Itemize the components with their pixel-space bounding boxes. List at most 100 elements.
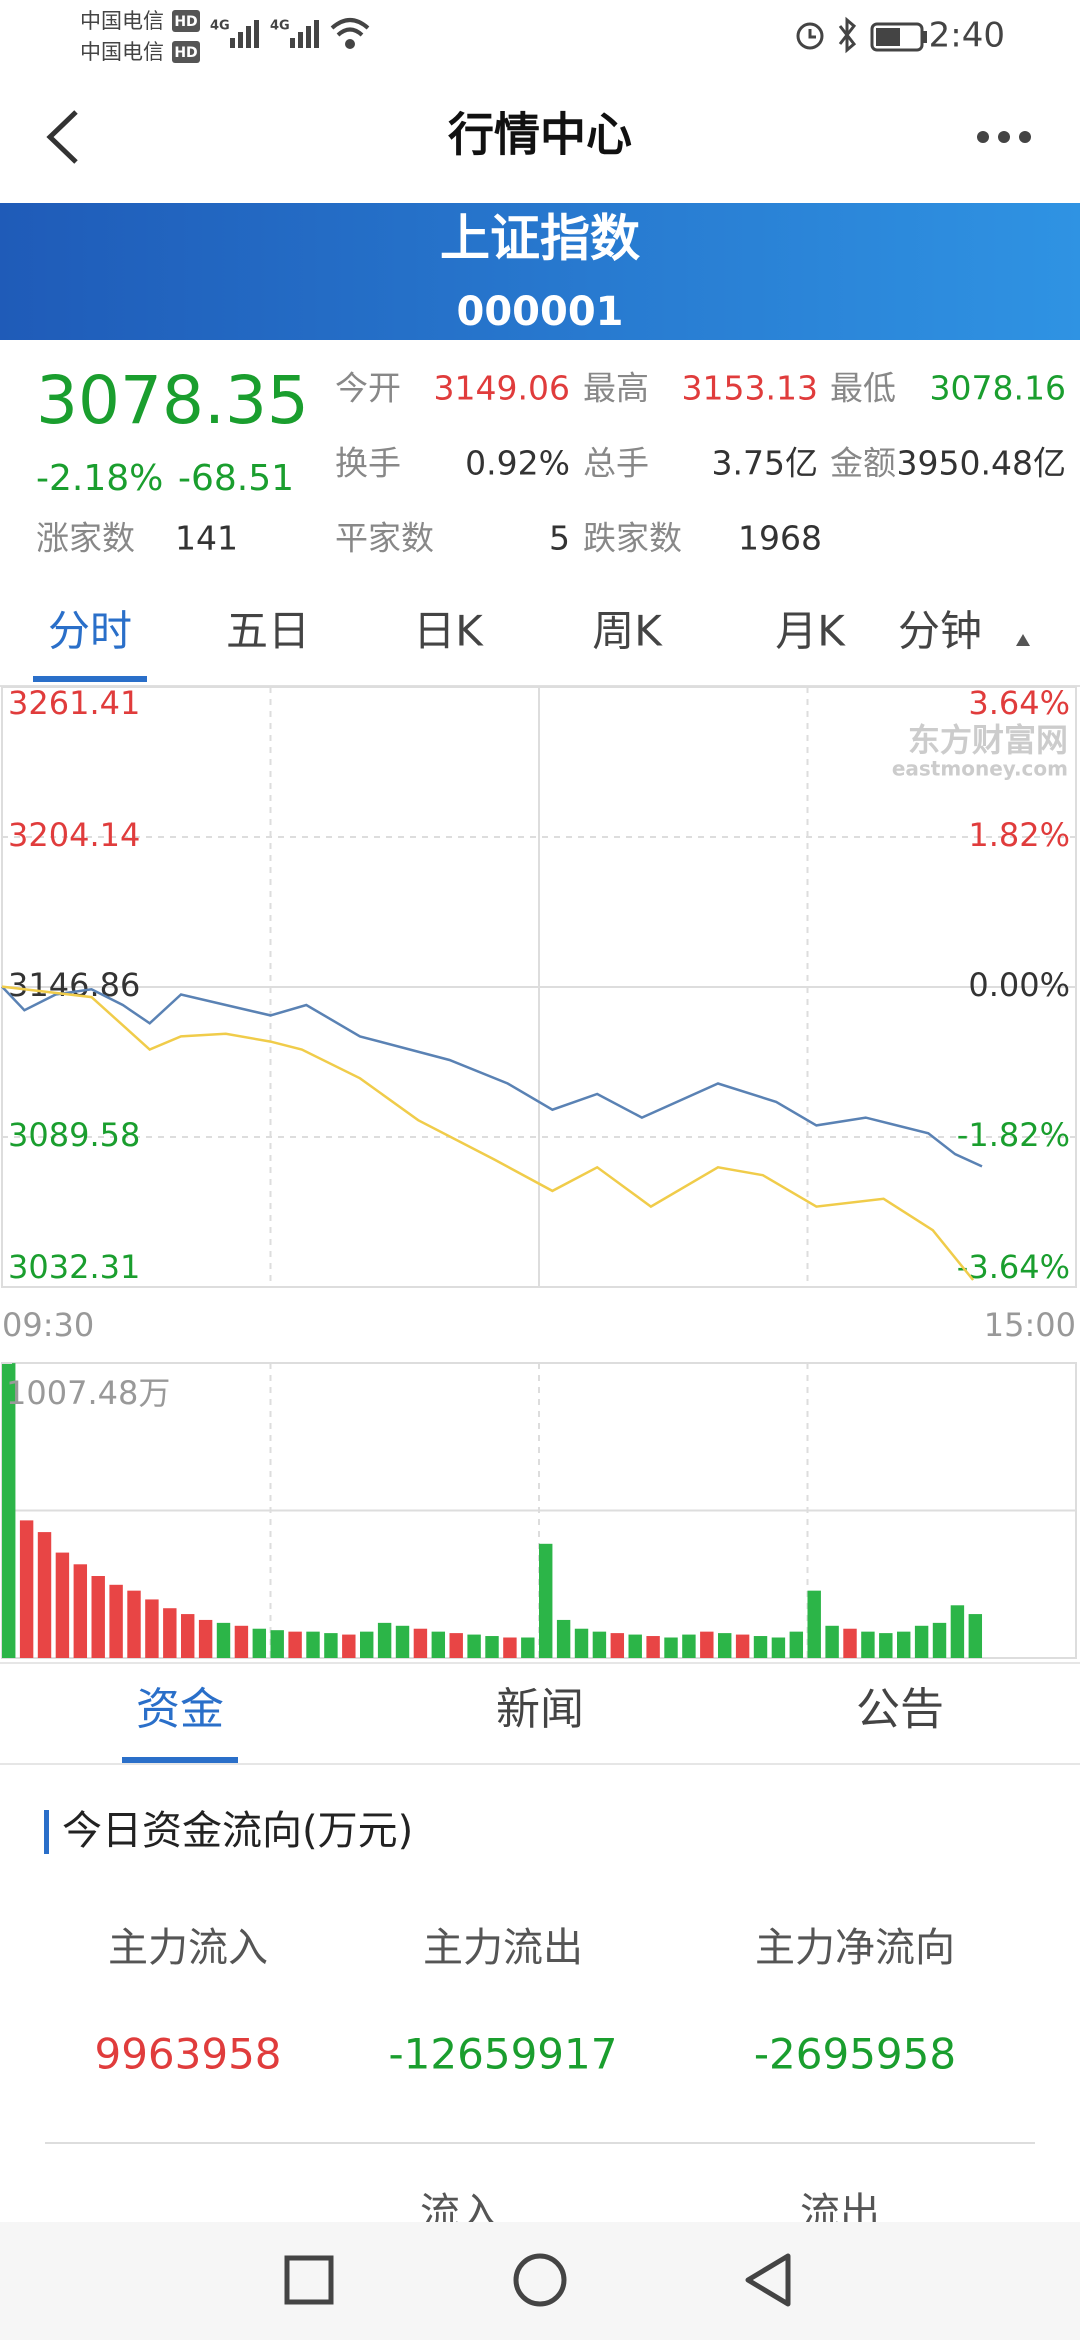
field-label: 最高 [583, 369, 649, 408]
volume-bar [485, 1636, 499, 1658]
volume-bar [216, 1622, 231, 1658]
volume-bar [467, 1634, 481, 1658]
watermark: 东方财富网 [908, 721, 1068, 759]
volume-bar [574, 1628, 589, 1658]
hd-badge [172, 41, 200, 63]
back-button[interactable] [46, 110, 78, 164]
volume-bar [288, 1631, 302, 1658]
field-value: 0.92% [465, 444, 570, 483]
tab[interactable]: 月K [775, 607, 846, 656]
volume-bar [914, 1625, 929, 1658]
volume-bar [610, 1633, 625, 1658]
banner [0, 203, 1080, 340]
fund-value: -2695958 [754, 2030, 956, 2079]
field-label: 总手 [583, 444, 649, 483]
volume-bar [342, 1634, 356, 1658]
y2-tick-label: -1.82% [957, 1116, 1070, 1154]
bluetooth-icon [838, 16, 857, 54]
stat-value: 1968 [738, 519, 822, 558]
tab-bar [0, 583, 1080, 687]
stat-label: 平家数 [335, 519, 434, 558]
stat-label: 涨家数 [36, 519, 135, 558]
y-tick-label: 1007.48万 [6, 1374, 170, 1412]
tab[interactable]: 分钟 [898, 607, 982, 656]
status-bar: 中国电信 中国电信 HD HD 4G 4G 2:40 [80, 9, 1005, 64]
tab[interactable]: 资金 [136, 1684, 224, 1735]
volume-bar [646, 1636, 660, 1658]
volume-bar [968, 1614, 983, 1658]
section-title: 今日资金流向(万元) [62, 1808, 413, 1854]
y2-tick-label: -3.64% [957, 1248, 1070, 1286]
volume-bar [109, 1584, 123, 1658]
watermark: eastmoney.com [892, 757, 1068, 781]
field-label: 换手 [335, 444, 401, 483]
signal-icon [230, 20, 259, 48]
more-button[interactable] [977, 131, 1031, 143]
volume-bar [503, 1637, 517, 1658]
volume-bar [413, 1628, 428, 1658]
volume-bar [521, 1637, 535, 1658]
volume-bar [664, 1637, 678, 1658]
hd-badge [172, 10, 200, 32]
stat-label: 跌家数 [583, 519, 682, 558]
price-line [1, 985, 983, 1168]
stat-value: 141 [175, 519, 238, 558]
volume-bar [252, 1628, 267, 1658]
x-tick-label: 09:30 [2, 1306, 94, 1344]
price-line [1, 985, 975, 1281]
tabs: 分时 五日 日K 周K 月K 分钟 [48, 607, 1030, 656]
volume-bar [234, 1625, 249, 1658]
field-label: 今开 [335, 369, 401, 408]
recents-button[interactable] [284, 2255, 334, 2305]
y2-tick-label: 3.64% [968, 684, 1070, 722]
volume-bar [449, 1633, 463, 1658]
fund-value: 9963958 [94, 2030, 281, 2079]
tab[interactable]: 周K [592, 607, 663, 656]
carrier: 中国电信 [80, 40, 164, 64]
tab[interactable]: 日K [413, 607, 484, 656]
tab[interactable]: 新闻 [496, 1684, 584, 1735]
back-nav-button[interactable] [745, 2253, 791, 2307]
field-value: 3078.16 [930, 369, 1066, 408]
volume-bar [431, 1631, 446, 1658]
volume-bar [932, 1622, 947, 1658]
carrier: 中国电信 [80, 9, 164, 33]
volume-bar [37, 1532, 52, 1658]
x-tick-label: 15:00 [984, 1306, 1076, 1344]
volume-bar [198, 1619, 213, 1658]
tab[interactable]: 五日 [226, 607, 310, 656]
home-button[interactable] [513, 2253, 567, 2307]
volume-bar [163, 1608, 177, 1658]
volume-bar [181, 1614, 195, 1658]
price: 3078.35 [36, 362, 309, 439]
index-name: 上证指数 [440, 210, 640, 268]
network-label: 4G [210, 19, 230, 34]
clock: 2:40 [929, 16, 1005, 56]
volume-bar [324, 1633, 338, 1658]
network-label: 4G [270, 19, 290, 34]
fund-value: -12659917 [389, 2030, 618, 2079]
nav-title: 行情中心 [448, 108, 632, 162]
tab-indicator [33, 676, 147, 682]
volume-bar [628, 1634, 642, 1658]
y-tick-label: 3261.41 [8, 684, 140, 722]
field-value: 3.75亿 [712, 444, 818, 483]
tab[interactable]: 分时 [48, 607, 132, 656]
volume-bar [718, 1633, 732, 1658]
volume-bar [55, 1552, 70, 1658]
y2-tick-label: 0.00% [968, 966, 1070, 1004]
section-marker [44, 1810, 49, 1854]
alarm-icon [796, 22, 824, 50]
volume-bar [950, 1605, 965, 1658]
volume-bar [377, 1622, 392, 1658]
volume-bar [700, 1631, 714, 1658]
bottom-tabs: 资金 新闻 公告 [136, 1684, 944, 1735]
field-value: 3153.13 [682, 369, 818, 408]
field-label: 金额 [830, 444, 896, 483]
tab[interactable]: 公告 [856, 1684, 944, 1735]
volume-bar [270, 1630, 284, 1658]
volume-bar [395, 1625, 410, 1658]
volume-bar [19, 1520, 34, 1658]
volume-bar [145, 1599, 159, 1658]
